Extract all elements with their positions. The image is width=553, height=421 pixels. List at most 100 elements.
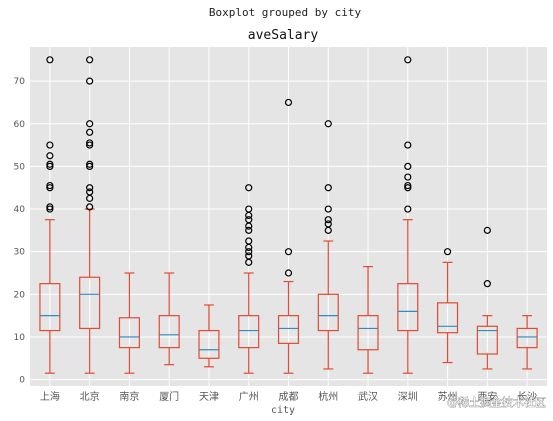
flier-point — [86, 77, 94, 85]
flier-point — [245, 248, 253, 256]
flier-point — [404, 162, 412, 170]
x-axis-label: city — [271, 405, 295, 416]
flier-point — [443, 248, 452, 256]
flier-point — [46, 205, 54, 213]
y-tick-label: 10 — [14, 333, 26, 343]
flier-point — [86, 56, 94, 64]
x-tick-label: 厦门 — [159, 390, 179, 403]
flier-point — [46, 56, 54, 64]
flier-point — [483, 280, 491, 288]
box-10 — [397, 56, 419, 374]
x-tick-label: 广州 — [239, 391, 259, 403]
box-13 — [516, 315, 538, 370]
box-6 — [238, 184, 260, 374]
box-12 — [476, 226, 498, 370]
x-tick-label: 成都 — [279, 391, 299, 403]
box-body — [277, 315, 300, 344]
flier-point — [86, 188, 94, 196]
y-tick-label: 50 — [14, 162, 26, 172]
box-body — [317, 293, 339, 332]
chart-suptitle: Boxplot grouped by city — [209, 6, 362, 19]
flier-point — [86, 162, 94, 170]
box-body — [476, 325, 498, 355]
flier-point — [284, 98, 293, 107]
x-tick-label: 北京 — [80, 390, 100, 403]
chart-title: aveSalary — [248, 28, 319, 43]
flier-point — [404, 205, 412, 213]
x-tick-label: 深圳 — [398, 391, 418, 403]
flier-point — [46, 152, 54, 160]
box-body — [437, 302, 459, 334]
y-tick-label: 30 — [14, 248, 26, 258]
y-tick-label: 0 — [19, 376, 25, 386]
flier-point — [86, 139, 94, 147]
flier-point — [404, 173, 412, 181]
y-tick-label: 70 — [14, 77, 26, 87]
flier-point — [324, 120, 332, 128]
flier-point — [245, 205, 253, 213]
box-8 — [317, 120, 339, 370]
flier-point — [404, 184, 412, 192]
flier-point — [86, 184, 94, 192]
flier-point — [46, 162, 54, 170]
flier-point — [245, 184, 253, 192]
x-tick-label: 苏州 — [438, 390, 458, 403]
flier-point — [86, 203, 94, 211]
flier-point — [46, 184, 54, 192]
flier-point — [46, 203, 54, 211]
box-body — [357, 315, 379, 351]
y-tick-label: 40 — [14, 205, 26, 215]
flier-point — [284, 248, 293, 256]
flier-point — [86, 160, 94, 168]
boxes — [39, 56, 538, 374]
box-5 — [198, 304, 220, 368]
box-body — [238, 315, 260, 349]
x-tick-label: 上海 — [40, 390, 60, 403]
x-tick-label: 天津 — [199, 391, 219, 403]
flier-point — [324, 184, 332, 192]
flier-point — [245, 252, 253, 260]
flier-point — [245, 237, 253, 245]
y-tick-label: 60 — [14, 120, 26, 130]
x-tick-label: 长沙 — [517, 391, 537, 403]
flier-point — [483, 226, 491, 234]
box-9 — [357, 266, 379, 374]
box-body — [79, 276, 101, 330]
flier-point — [404, 56, 412, 64]
box-body — [118, 317, 140, 349]
flier-point — [245, 226, 253, 234]
flier-point — [404, 141, 412, 149]
box-body — [39, 283, 61, 332]
box-body — [516, 327, 538, 349]
box-3 — [118, 272, 140, 374]
x-axis-ticks: 上海 北京 南京 厦门 天津 广州 成都 杭州 武汉 深圳 苏州 西安 长沙 — [40, 390, 537, 403]
box-body — [198, 329, 220, 359]
x-tick-label: 杭州 — [318, 390, 338, 403]
flier-point — [86, 141, 94, 149]
box-4 — [158, 272, 180, 366]
box-1 — [39, 56, 61, 374]
y-axis-ticks: 0 10 20 30 40 50 60 70 — [14, 77, 26, 385]
flier-point — [245, 216, 253, 224]
box-11 — [437, 248, 459, 364]
y-tick-label: 20 — [14, 290, 26, 300]
flier-point — [404, 181, 412, 190]
flier-point — [46, 160, 54, 168]
flier-point — [86, 120, 94, 128]
box-body — [158, 315, 180, 349]
flier-point — [284, 269, 293, 277]
box-body — [397, 283, 419, 332]
flier-point — [46, 181, 54, 190]
flier-point — [324, 216, 332, 224]
flier-point — [46, 141, 54, 149]
flier-point — [86, 128, 94, 136]
flier-point — [324, 205, 332, 213]
x-tick-label: 西安 — [477, 390, 497, 403]
box-7 — [277, 98, 300, 374]
x-tick-label: 武汉 — [358, 390, 378, 403]
watermark-text: @稀土掘金技术社区 — [447, 395, 546, 409]
box-2 — [79, 56, 101, 374]
x-tick-label: 南京 — [119, 390, 139, 403]
flier-point — [324, 220, 332, 228]
